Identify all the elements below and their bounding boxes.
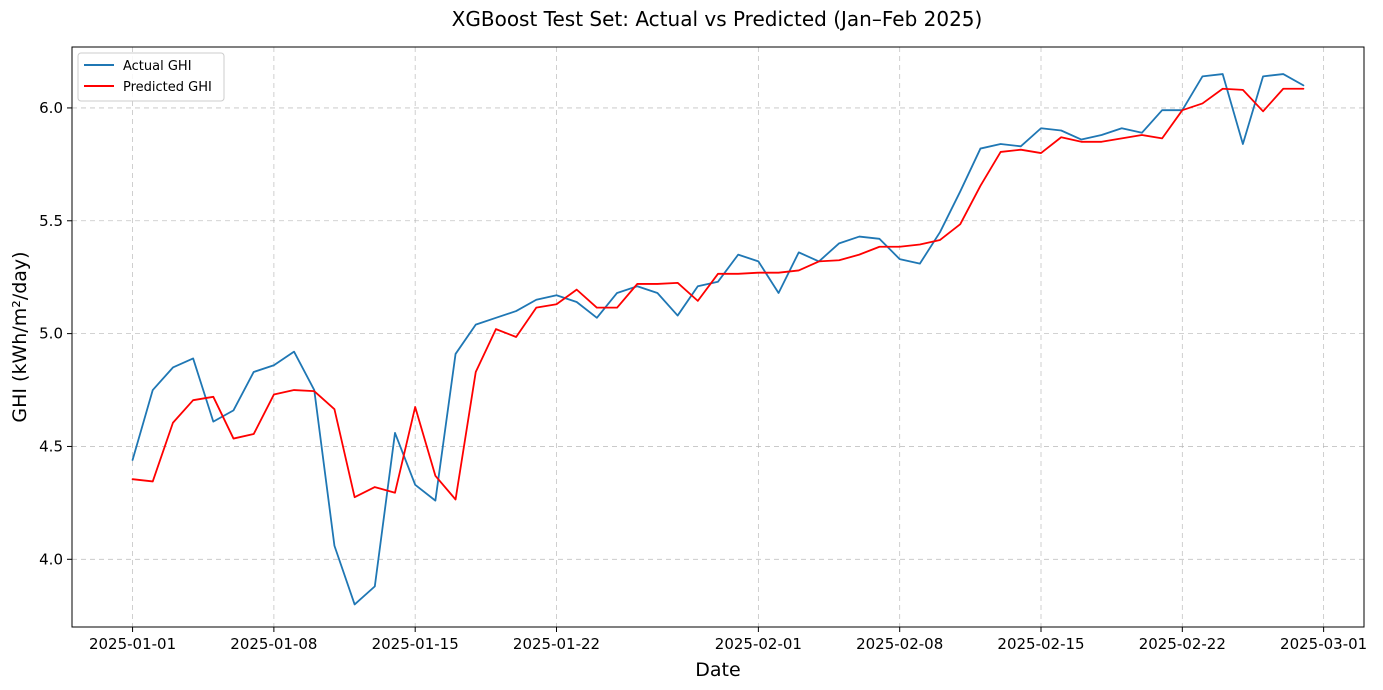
- y-tick-label: 6.0: [39, 99, 63, 117]
- y-axis-label: GHI (kWh/m²/day): [9, 251, 31, 422]
- x-tick-label: 2025-01-15: [372, 635, 459, 653]
- x-tick-label: 2025-03-01: [1280, 635, 1367, 653]
- axis-ticks: 2025-01-01 2025-01-08 2025-01-15 2025-01-22…: [39, 99, 1367, 653]
- legend-label-predicted: Predicted GHI: [123, 80, 212, 95]
- x-tick-label: 2025-02-15: [997, 635, 1084, 653]
- plot-frame: [71, 46, 1365, 628]
- x-tick-label: 2025-02-08: [856, 635, 943, 653]
- y-tick-label: 4.0: [39, 550, 63, 568]
- series-layer: [131, 73, 1305, 606]
- legend-label-actual: Actual GHI: [123, 59, 192, 74]
- x-tick-label: 2025-02-22: [1139, 635, 1226, 653]
- chart-title: XGBoost Test Set: Actual vs Predicted (J…: [452, 7, 983, 31]
- y-tick-label: 5.5: [39, 212, 63, 230]
- y-tick-label: 4.5: [39, 437, 63, 455]
- x-tick-label: 2025-01-01: [89, 635, 176, 653]
- legend-box: [77, 52, 225, 102]
- predicted-ghi-line: [131, 87, 1305, 501]
- x-tick-label: 2025-02-01: [715, 635, 802, 653]
- x-axis-label: Date: [695, 659, 740, 681]
- legend: Actual GHI Predicted GHI: [77, 52, 225, 102]
- y-tick-label: 5.0: [39, 325, 63, 343]
- x-tick-label: 2025-01-22: [513, 635, 600, 653]
- actual-ghi-line: [131, 73, 1305, 606]
- grid: [72, 47, 1364, 627]
- x-tick-label: 2025-01-08: [230, 635, 317, 653]
